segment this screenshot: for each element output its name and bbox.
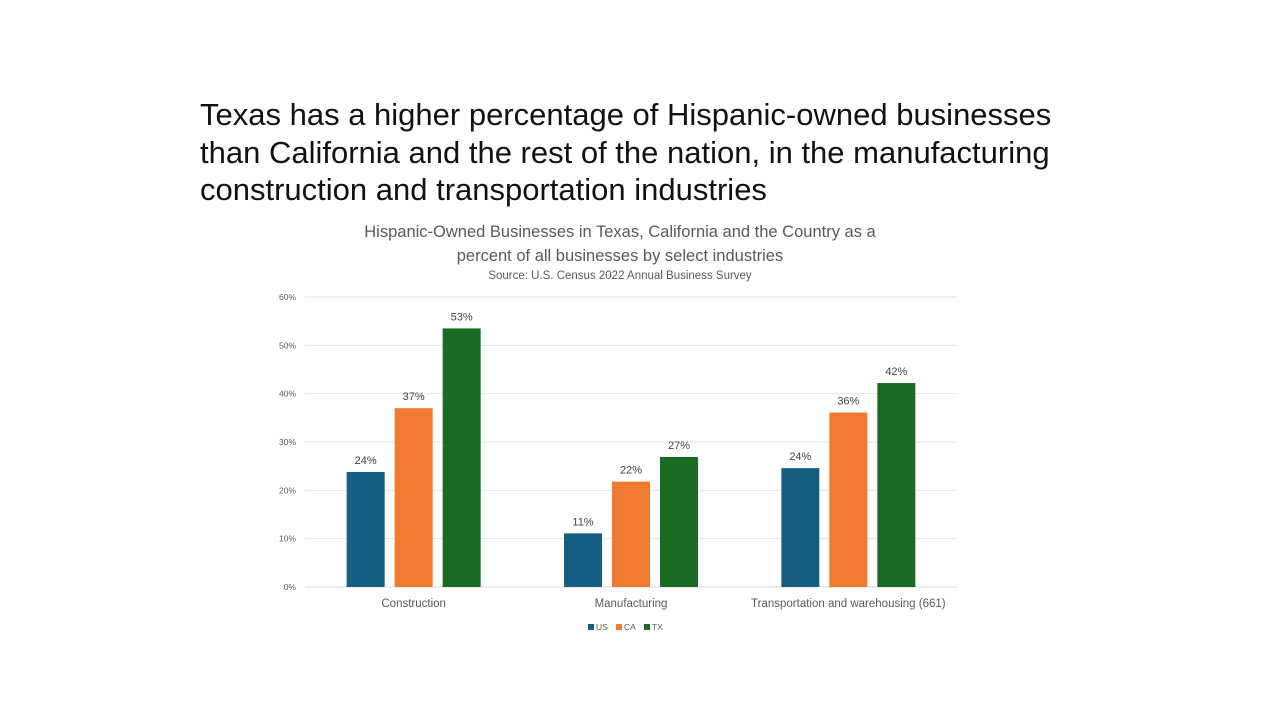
slide-title-line: than California and the rest of the nati… <box>200 134 1050 170</box>
slide-title-line: construction and transportation industri… <box>200 172 767 207</box>
y-tick-label: 60% <box>279 292 296 302</box>
chart-title-line: percent of all businesses by select indu… <box>457 247 784 265</box>
bar-us <box>346 471 385 587</box>
bar-tx <box>442 328 481 587</box>
category-label: Manufacturing <box>595 598 668 610</box>
data-label: 53% <box>451 311 473 323</box>
y-tick-label: 50% <box>279 340 296 350</box>
labels: 0% 10% 20% 30% 40% 50% 60% 24% 37% 53% Constructio… <box>279 292 946 610</box>
legend-swatch-tx <box>644 624 650 630</box>
bar-us <box>564 533 602 587</box>
y-tick-label: 30% <box>279 437 296 447</box>
y-tick-label: 40% <box>279 389 296 399</box>
bars <box>346 328 916 587</box>
data-label: 11% <box>572 516 593 528</box>
bar-tx <box>660 456 698 587</box>
data-label: 27% <box>668 440 690 452</box>
data-label: 37% <box>403 391 425 403</box>
category-label: Transportation and warehousing (661) <box>751 598 946 610</box>
legend-swatch-ca <box>616 624 622 630</box>
data-label: 42% <box>885 366 907 378</box>
bar-ca <box>612 481 650 587</box>
legend: US CA TX <box>588 622 663 632</box>
y-tick-label: 0% <box>284 582 297 592</box>
data-label: 24% <box>789 451 811 463</box>
bar-tx <box>877 383 916 587</box>
bar-ca <box>829 412 868 587</box>
data-label: 36% <box>837 396 859 408</box>
data-label: 24% <box>355 455 377 467</box>
y-tick-label: 10% <box>279 534 296 544</box>
legend-label: TX <box>652 622 663 632</box>
y-tick-label: 20% <box>279 485 296 495</box>
bar-ca <box>394 408 433 587</box>
chart-subtitle: Source: U.S. Census 2022 Annual Business… <box>488 270 752 282</box>
slide-title-line: Texas has a higher percentage of Hispani… <box>200 97 1052 132</box>
legend-label: US <box>596 622 608 632</box>
chart-title-line: Hispanic-Owned Businesses in Texas, Cali… <box>364 223 876 241</box>
bar-us <box>781 468 820 587</box>
slide-title: Texas has a higher percentage of Hispani… <box>200 96 1100 209</box>
data-label: 22% <box>620 465 642 477</box>
category-label: Construction <box>381 598 446 610</box>
legend-swatch-us <box>588 624 594 630</box>
legend-label: CA <box>624 622 636 632</box>
